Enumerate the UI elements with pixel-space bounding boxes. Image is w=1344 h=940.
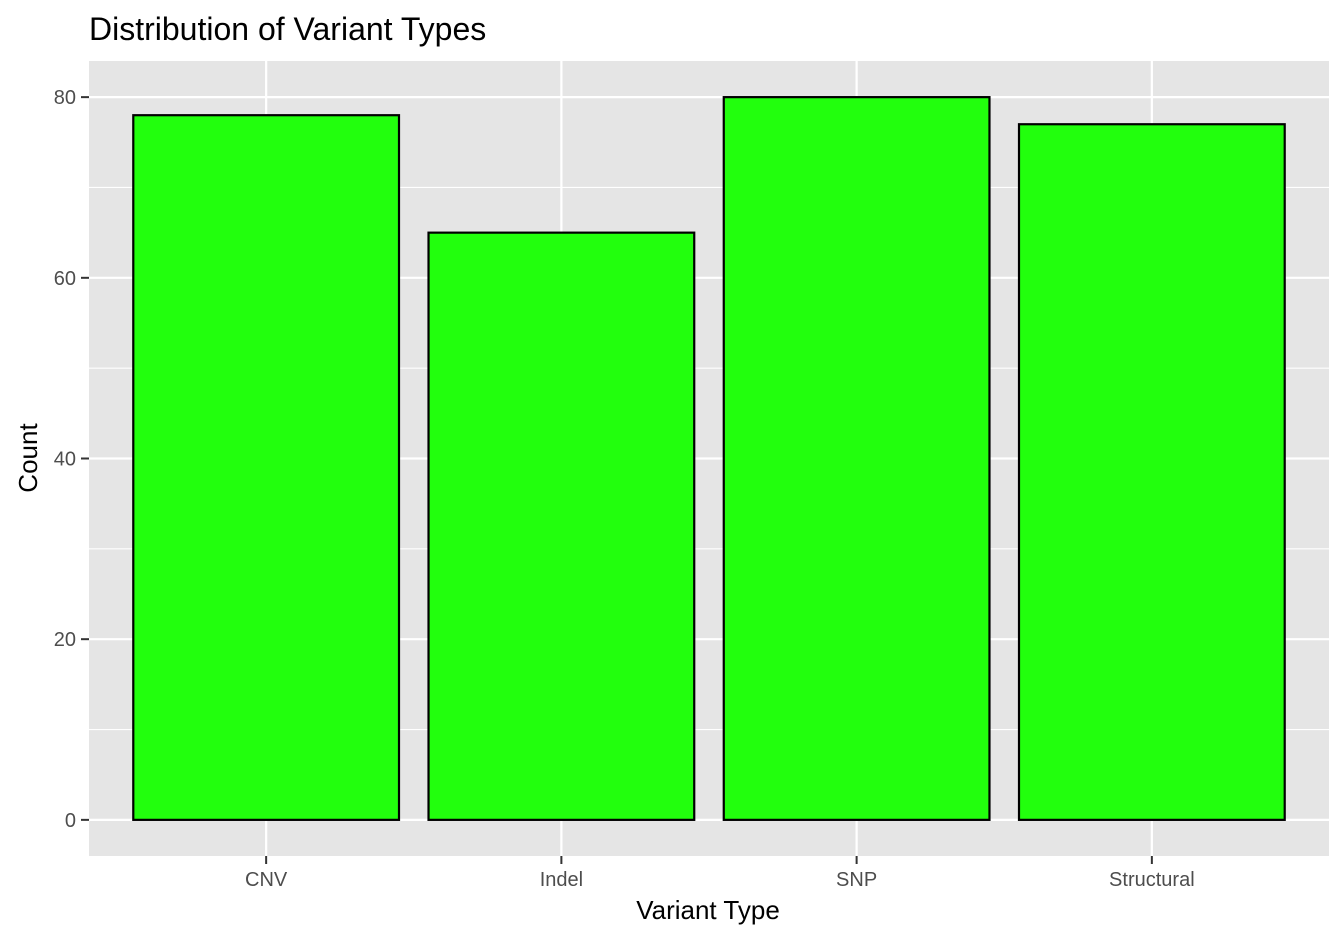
y-tick-label: 40	[54, 449, 76, 471]
x-axis-title: Variant Type	[636, 895, 780, 925]
bar-cnv	[132, 114, 401, 821]
x-axis: CNV Indel SNP Structural	[245, 856, 1195, 891]
bar-structural	[1017, 123, 1286, 821]
y-tick-label: 20	[54, 629, 76, 651]
x-tick-label-structural: Structural	[1109, 869, 1195, 891]
x-tick-label-indel: Indel	[540, 869, 583, 891]
y-axis-title: Count	[13, 423, 43, 493]
x-tick-label-cnv: CNV	[245, 869, 288, 891]
y-axis: 0 20 40 60 80	[54, 87, 89, 832]
bar-indel	[427, 231, 696, 821]
y-tick-label: 0	[65, 810, 76, 832]
chart-title: Distribution of Variant Types	[89, 11, 486, 47]
x-tick-label-snp: SNP	[836, 869, 877, 891]
bars	[132, 96, 1286, 821]
y-tick-label: 80	[54, 87, 76, 109]
y-tick-label: 60	[54, 268, 76, 290]
bar-snp	[722, 96, 991, 821]
